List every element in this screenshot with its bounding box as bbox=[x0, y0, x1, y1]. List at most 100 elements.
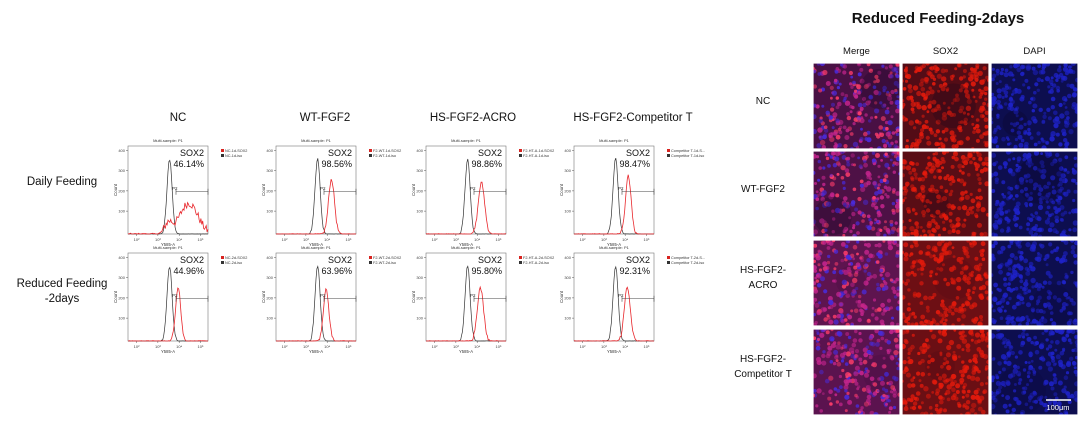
nucleus-dot bbox=[887, 299, 891, 303]
nucleus-dot bbox=[926, 245, 930, 249]
legend-swatch bbox=[519, 256, 522, 259]
nucleus-dot bbox=[994, 220, 997, 223]
legend-swatch bbox=[221, 261, 224, 264]
nucleus-dot bbox=[933, 153, 936, 156]
nucleus-dot bbox=[1048, 344, 1052, 348]
nucleus-dot bbox=[971, 89, 974, 92]
nucleus-dot bbox=[939, 400, 944, 405]
nucleus-dot bbox=[819, 135, 824, 140]
nucleus-dot bbox=[1028, 361, 1031, 364]
nucleus-dot bbox=[856, 240, 859, 243]
nucleus-dot bbox=[822, 183, 825, 186]
nucleus-dot bbox=[829, 241, 834, 246]
nucleus-dot bbox=[1012, 89, 1017, 94]
nucleus-dot bbox=[1046, 254, 1049, 257]
nucleus-dot bbox=[962, 160, 966, 164]
nucleus-dot bbox=[1016, 241, 1021, 246]
nucleus-dot bbox=[968, 359, 972, 363]
y-tick-label: 400 bbox=[564, 148, 571, 153]
nucleus-dot bbox=[991, 139, 996, 144]
nucleus-dot bbox=[977, 201, 982, 206]
nucleus-dot bbox=[823, 317, 827, 321]
x-tick-label: 10⁴ bbox=[324, 344, 330, 349]
nucleus-dot bbox=[1004, 345, 1007, 348]
nucleus-dot bbox=[965, 412, 970, 417]
nucleus-dot bbox=[935, 225, 940, 230]
nucleus-dot bbox=[998, 288, 1002, 292]
nucleus-dot bbox=[905, 80, 908, 83]
nucleus-dot bbox=[938, 234, 941, 237]
nucleus-dot bbox=[860, 128, 863, 131]
marker-label: SOX2 bbox=[626, 255, 650, 265]
nucleus-dot bbox=[926, 346, 929, 349]
nucleus-dot bbox=[1042, 63, 1045, 66]
if-image-tile bbox=[811, 149, 902, 238]
x-tick-label: 10² bbox=[580, 237, 586, 242]
nucleus-dot bbox=[829, 336, 834, 341]
nucleus-dot bbox=[921, 401, 924, 404]
nucleus-dot bbox=[1068, 228, 1071, 231]
nucleus-dot bbox=[1075, 78, 1080, 83]
nucleus-dot bbox=[1049, 89, 1054, 94]
nucleus-dot bbox=[911, 312, 915, 316]
nucleus-dot bbox=[1007, 245, 1011, 249]
nucleus-dot bbox=[844, 395, 849, 400]
nucleus-dot bbox=[1046, 263, 1049, 266]
nucleus-dot bbox=[960, 191, 965, 196]
plot-header: Multi-sample: P1 bbox=[153, 245, 184, 250]
nucleus-dot bbox=[895, 109, 900, 114]
nucleus-dot bbox=[922, 214, 925, 217]
nucleus-dot bbox=[813, 269, 817, 273]
nucleus-dot bbox=[1058, 65, 1061, 68]
nucleus-dot bbox=[1020, 286, 1023, 289]
y-axis-label: Count bbox=[559, 183, 564, 196]
nucleus-dot bbox=[883, 226, 887, 230]
nucleus-dot bbox=[913, 401, 917, 405]
nucleus-dot bbox=[827, 342, 830, 345]
nucleus-dot bbox=[895, 209, 899, 213]
nucleus-dot bbox=[1062, 192, 1065, 195]
nucleus-dot bbox=[924, 77, 929, 82]
percent-value: 44.96% bbox=[173, 266, 204, 276]
nucleus-dot bbox=[975, 332, 980, 337]
legend-entry: F2-HT-A-1d-SOX2 bbox=[523, 149, 554, 153]
nucleus-dot bbox=[1050, 340, 1054, 344]
nucleus-dot bbox=[814, 182, 817, 185]
sox2-trace bbox=[128, 288, 208, 341]
nucleus-dot bbox=[1070, 84, 1075, 89]
plot-header: Multi-sample: P1 bbox=[451, 138, 482, 143]
nucleus-dot bbox=[827, 154, 830, 157]
nucleus-dot bbox=[1039, 70, 1044, 75]
marker-label: SOX2 bbox=[626, 148, 650, 158]
nucleus-dot bbox=[997, 361, 1002, 366]
nucleus-dot bbox=[818, 166, 822, 170]
nucleus-dot bbox=[1024, 142, 1029, 147]
nucleus-dot bbox=[1064, 118, 1069, 123]
nucleus-dot bbox=[862, 388, 866, 392]
nucleus-dot bbox=[983, 232, 988, 237]
nucleus-dot bbox=[827, 246, 831, 250]
nucleus-dot bbox=[914, 172, 918, 176]
nucleus-dot bbox=[972, 130, 976, 134]
nucleus-dot bbox=[985, 382, 988, 385]
nucleus-dot bbox=[818, 301, 821, 304]
nucleus-dot bbox=[1039, 344, 1044, 349]
nucleus-dot bbox=[969, 207, 973, 211]
nucleus-dot bbox=[951, 387, 956, 392]
nucleus-dot bbox=[909, 120, 914, 125]
nucleus-dot bbox=[1003, 356, 1008, 361]
nucleus-dot bbox=[936, 310, 940, 314]
nucleus-dot bbox=[1053, 249, 1057, 253]
nucleus-dot bbox=[876, 287, 881, 292]
nucleus-dot bbox=[813, 298, 817, 302]
nucleus-dot bbox=[834, 387, 838, 391]
nucleus-dot bbox=[891, 317, 894, 320]
nucleus-dot bbox=[882, 287, 886, 291]
nucleus-dot bbox=[853, 163, 856, 166]
legend-swatch bbox=[667, 154, 670, 157]
nucleus-dot bbox=[887, 351, 890, 354]
legend-entry: NC-1d-iso bbox=[225, 154, 242, 158]
nucleus-dot bbox=[1026, 333, 1029, 336]
nucleus-dot bbox=[971, 198, 976, 203]
nucleus-dot bbox=[1012, 157, 1015, 160]
